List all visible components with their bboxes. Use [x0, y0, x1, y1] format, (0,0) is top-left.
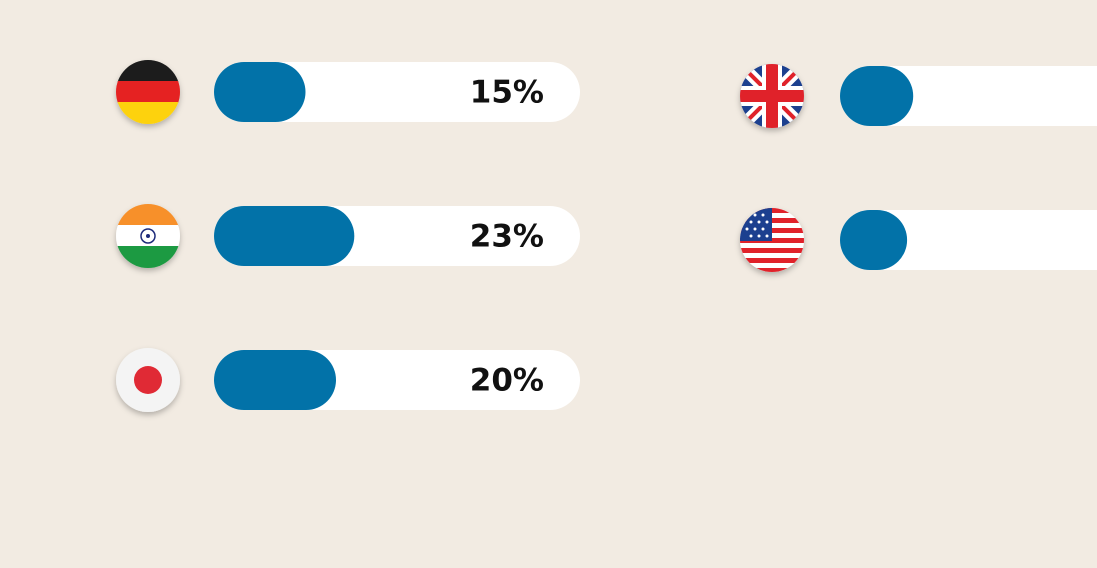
progress-track: [840, 210, 1097, 270]
flag-uk: [740, 64, 804, 128]
bar: [214, 62, 306, 122]
flag-germany: [116, 60, 180, 124]
value-label: 15%: [470, 75, 544, 111]
progress-track: [214, 62, 580, 122]
value-label: 20%: [470, 363, 544, 399]
value-label: 11%: [1096, 223, 1097, 259]
bar: [840, 66, 914, 126]
flag-japan: [116, 348, 180, 412]
flag-india: [116, 204, 180, 268]
bar: [214, 206, 355, 266]
flag-usa: [740, 208, 804, 272]
bar: [840, 210, 908, 270]
value-label: 23%: [470, 219, 544, 255]
bar: [214, 350, 336, 410]
value-label: 12%: [1096, 79, 1097, 115]
